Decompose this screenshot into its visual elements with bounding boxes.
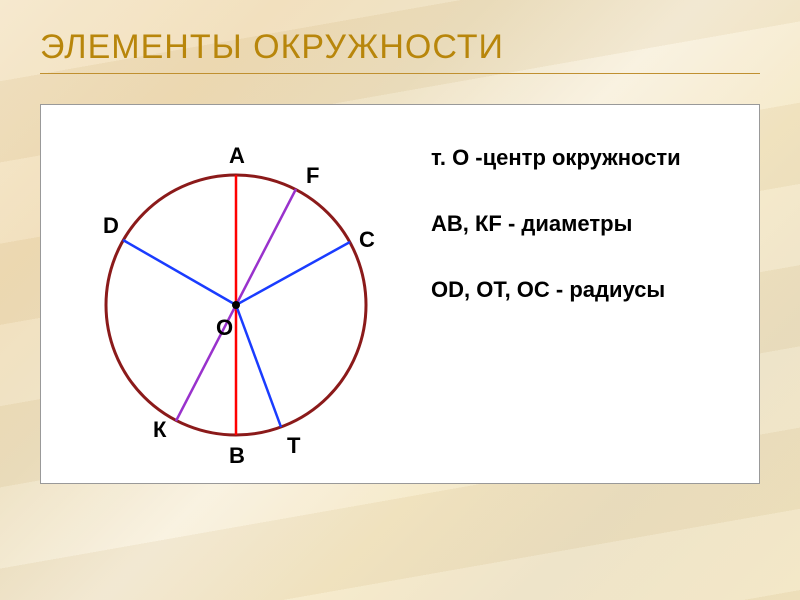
legend-radii: ОD, ОТ, ОС - радиусы: [431, 277, 681, 303]
point-label-F: F: [306, 163, 319, 188]
point-label-O: O: [216, 315, 233, 340]
legend-diameters: АВ, КF - диаметры: [431, 211, 681, 237]
content-area: A F D C O К B T т. О -центр окружности АВ, КF -…: [40, 104, 760, 484]
OD-radius: [123, 240, 236, 305]
slide: ЭЛЕМЕНТЫ ОКРУЖНОСТИ A F D C O К B T т. О -центр…: [0, 0, 800, 600]
point-label-C: C: [359, 227, 375, 252]
point-label-D: D: [103, 213, 119, 238]
slide-title: ЭЛЕМЕНТЫ ОКРУЖНОСТИ: [40, 28, 760, 74]
OT-radius: [236, 305, 281, 427]
point-label-A: A: [229, 143, 245, 168]
point-label-B: B: [229, 443, 245, 468]
legend-center: т. О -центр окружности: [431, 145, 681, 171]
point-label-К: К: [153, 417, 167, 442]
legend: т. О -центр окружности АВ, КF - диаметры…: [431, 145, 681, 343]
point-label-T: T: [287, 433, 301, 458]
figure-container: A F D C O К B T т. О -центр окружности АВ, КF -…: [40, 104, 760, 484]
center-dot: [232, 301, 240, 309]
